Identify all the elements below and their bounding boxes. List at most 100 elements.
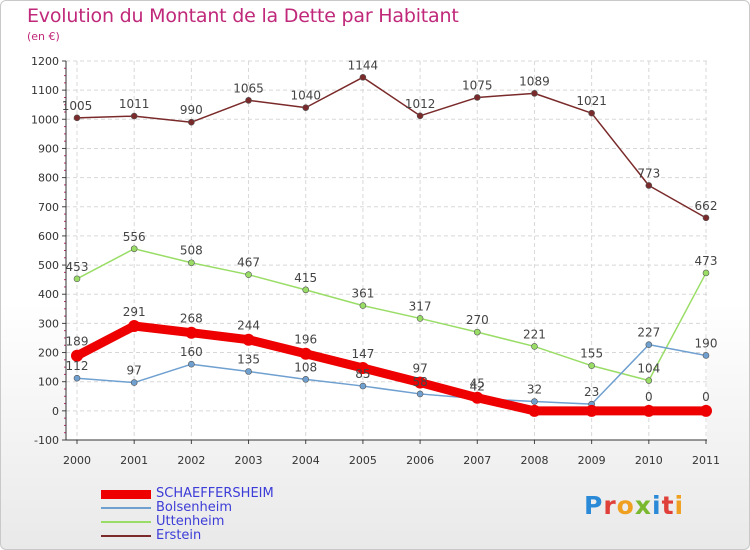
data-label: 85	[355, 367, 370, 381]
x-tick-label: 2008	[520, 454, 548, 467]
data-label: 1021	[576, 94, 607, 108]
data-label: 317	[409, 299, 432, 313]
data-point-erstein	[188, 118, 195, 126]
y-tick-label: 200	[38, 347, 59, 360]
data-point-schaeffersheim	[299, 347, 312, 360]
data-label: 244	[237, 319, 260, 333]
data-point-uttenheim	[702, 269, 710, 277]
data-point-bolsenheim	[531, 398, 538, 405]
data-point-uttenheim	[188, 259, 195, 267]
legend-item-schaeffersheim: SCHAEFFERSHEIM	[101, 486, 401, 501]
data-label: 270	[466, 313, 489, 327]
proxiti-logo: Proxiti	[584, 491, 685, 520]
data-point-erstein	[302, 104, 310, 111]
data-label: 221	[523, 327, 546, 341]
chart-subtitle: (en €)	[27, 30, 60, 43]
data-label: 1075	[462, 78, 493, 92]
data-point-uttenheim	[130, 245, 138, 253]
data-point-erstein	[245, 97, 252, 104]
y-tick-label: 800	[38, 172, 59, 185]
series-line-erstein	[76, 76, 707, 219]
data-point-uttenheim	[245, 271, 252, 278]
data-label: 189	[66, 335, 89, 349]
legend-swatch	[101, 489, 151, 499]
x-tick-label: 2004	[292, 454, 320, 467]
x-tick-label: 2003	[235, 454, 263, 467]
data-point-bolsenheim	[73, 374, 81, 382]
data-point-uttenheim	[588, 362, 595, 369]
data-label: 42	[470, 380, 485, 394]
data-point-schaeffersheim	[700, 404, 712, 417]
y-tick-label: 1100	[31, 84, 59, 97]
data-label: 361	[351, 287, 374, 301]
data-label: 190	[695, 336, 718, 350]
y-tick-label: 1000	[31, 113, 59, 126]
data-label: 0	[702, 390, 710, 404]
data-point-schaeffersheim	[71, 349, 83, 362]
data-point-uttenheim	[473, 328, 481, 336]
x-tick-label: 2000	[63, 454, 91, 467]
data-point-schaeffersheim	[642, 404, 655, 417]
x-tick-label: 2011	[692, 454, 720, 467]
y-tick-label: 0	[52, 405, 59, 418]
data-label: 227	[637, 326, 660, 340]
x-tick-label: 2001	[120, 454, 148, 467]
data-label: 112	[66, 359, 89, 373]
data-label: 32	[527, 383, 542, 397]
data-label: 1089	[519, 74, 550, 88]
data-point-bolsenheim	[359, 382, 367, 390]
series-line-schaeffersheim	[72, 321, 711, 416]
data-label: 662	[695, 199, 718, 213]
data-label: 773	[637, 166, 660, 180]
data-label: 1005	[62, 99, 93, 113]
data-label: 453	[66, 260, 89, 274]
chart-title: Evolution du Montant de la Dette par Hab…	[27, 5, 459, 27]
data-point-schaeffersheim	[356, 361, 369, 374]
data-point-schaeffersheim	[242, 333, 255, 346]
data-point-erstein	[702, 214, 710, 222]
data-label: 1011	[119, 97, 150, 111]
data-point-erstein	[473, 94, 481, 101]
data-point-schaeffersheim	[414, 376, 427, 389]
data-point-erstein	[645, 182, 653, 189]
data-point-bolsenheim	[188, 360, 195, 368]
data-point-erstein	[531, 90, 538, 97]
data-point-erstein	[416, 112, 424, 120]
series-line-uttenheim	[76, 248, 707, 382]
data-point-erstein	[588, 109, 595, 117]
data-label: 160	[180, 345, 203, 359]
x-tick-label: 2007	[463, 454, 491, 467]
legend-label: Erstein	[156, 528, 202, 543]
data-point-uttenheim	[416, 315, 424, 322]
data-label: 23	[584, 385, 599, 399]
data-point-bolsenheim	[645, 341, 653, 348]
data-label: 108	[294, 360, 317, 374]
y-tick-label: 700	[38, 201, 59, 214]
y-tick-label: 900	[38, 142, 59, 155]
data-point-uttenheim	[531, 343, 538, 350]
data-label: 990	[180, 103, 203, 117]
data-label: 135	[237, 352, 260, 366]
x-tick-label: 2002	[177, 454, 205, 467]
legend-swatch	[101, 521, 151, 523]
data-label: 97	[127, 364, 142, 378]
data-label: 291	[123, 305, 146, 319]
data-label: 104	[637, 362, 660, 376]
data-point-schaeffersheim	[185, 326, 198, 339]
data-label: 473	[695, 254, 718, 268]
y-tick-label: 500	[38, 259, 59, 272]
data-point-schaeffersheim	[585, 404, 598, 417]
data-label: 415	[294, 271, 317, 285]
x-tick-label: 2010	[635, 454, 663, 467]
legend-swatch	[101, 507, 151, 509]
data-label: 556	[123, 230, 146, 244]
data-point-schaeffersheim	[471, 391, 484, 404]
data-point-bolsenheim	[416, 390, 424, 398]
data-point-schaeffersheim	[528, 404, 541, 417]
data-label: 97	[412, 362, 427, 376]
y-tick-label: 1200	[31, 55, 59, 68]
legend-item-uttenheim: Uttenheim	[101, 514, 401, 529]
data-label: 467	[237, 256, 260, 270]
data-point-uttenheim	[302, 286, 310, 294]
